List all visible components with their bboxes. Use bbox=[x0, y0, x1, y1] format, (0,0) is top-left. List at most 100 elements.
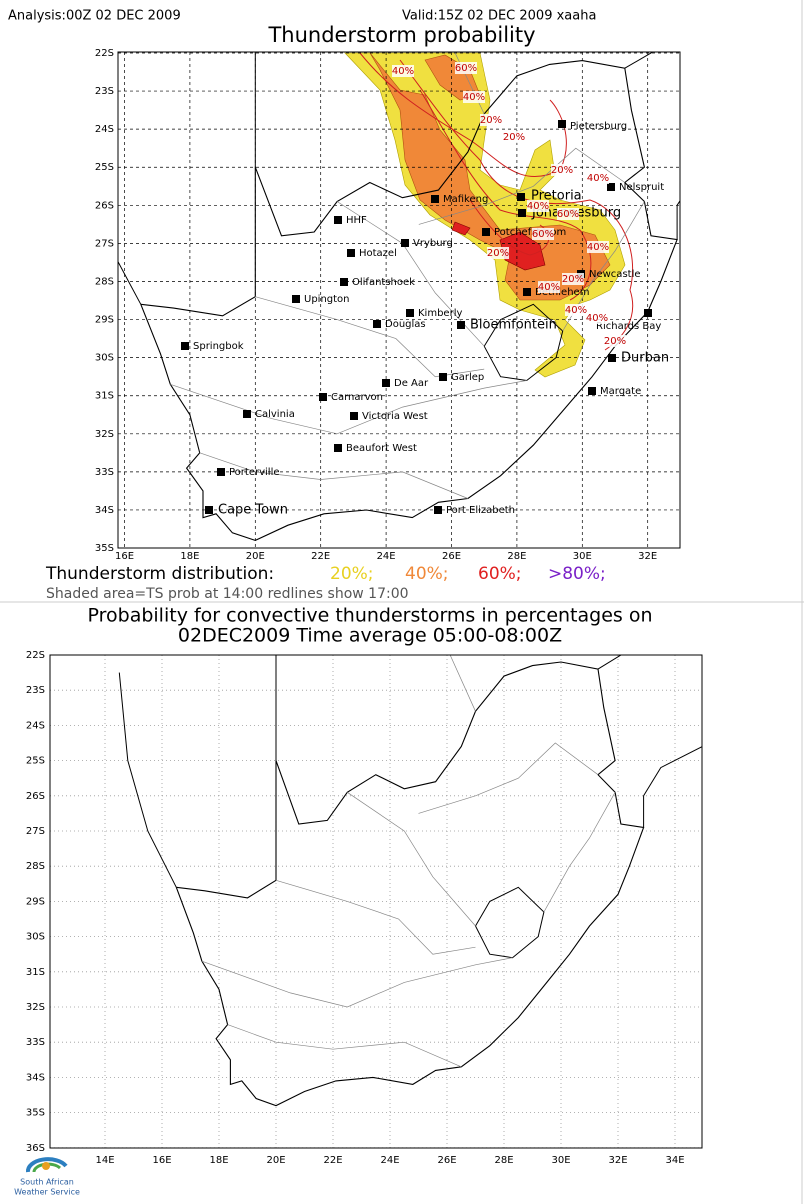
border bbox=[676, 199, 680, 240]
contour-label: 40% bbox=[587, 173, 609, 184]
lon-label: 32E bbox=[638, 551, 657, 562]
contour-label: 60% bbox=[532, 229, 554, 240]
lat-label: 27S bbox=[95, 238, 114, 249]
border bbox=[418, 742, 599, 814]
city-marker bbox=[588, 387, 596, 395]
bottom-map bbox=[50, 655, 702, 1148]
city-marker bbox=[347, 249, 355, 257]
contour-label-bg bbox=[463, 91, 485, 103]
border bbox=[199, 452, 469, 499]
contour-label-bg bbox=[565, 304, 587, 316]
city-label: Bethlehem bbox=[535, 287, 589, 298]
city-marker bbox=[181, 342, 189, 350]
border bbox=[275, 879, 476, 955]
city-label: Calvinia bbox=[255, 409, 295, 420]
lon-label: 18E bbox=[209, 1155, 228, 1166]
redline bbox=[359, 52, 567, 177]
lon-label: 28E bbox=[494, 1155, 513, 1166]
lat-label: 30S bbox=[95, 353, 114, 364]
contour-label: 40% bbox=[527, 201, 549, 212]
lat-label: 35S bbox=[26, 1108, 45, 1119]
city-marker bbox=[217, 468, 225, 476]
city-marker bbox=[350, 412, 358, 420]
lon-label: 24E bbox=[377, 551, 396, 562]
lat-label: 27S bbox=[26, 826, 45, 837]
lat-label: 26S bbox=[95, 200, 114, 211]
city-label: Beaufort West bbox=[346, 443, 417, 454]
city-label: Upington bbox=[304, 294, 350, 305]
contour-label: 40% bbox=[463, 92, 485, 103]
city-label: Port Elizabeth bbox=[446, 505, 515, 516]
contour-label-bg bbox=[503, 131, 525, 143]
lon-label: 28E bbox=[507, 551, 526, 562]
contour-label: 40% bbox=[565, 305, 587, 316]
city-marker bbox=[401, 239, 409, 247]
city-marker bbox=[431, 195, 439, 203]
city-marker bbox=[523, 288, 531, 296]
border bbox=[543, 792, 616, 913]
border bbox=[347, 792, 476, 927]
contour-label-bg bbox=[392, 65, 414, 77]
contour-label: 20% bbox=[551, 165, 573, 176]
contour-label: 60% bbox=[557, 209, 579, 220]
legend-items: 20%; 40%; 60%; >80%; bbox=[330, 564, 606, 584]
city-marker bbox=[243, 410, 251, 418]
shade-60 bbox=[499, 231, 546, 271]
lon-label: 32E bbox=[608, 1155, 627, 1166]
lat-label: 23S bbox=[26, 685, 45, 696]
lat-label: 31S bbox=[26, 967, 45, 978]
lon-label: 30E bbox=[551, 1155, 570, 1166]
map-frame bbox=[49, 654, 703, 1149]
lat-label: 28S bbox=[26, 861, 45, 872]
lat-label: 25S bbox=[95, 162, 114, 173]
city-marker bbox=[457, 321, 465, 329]
lat-label: 25S bbox=[26, 756, 45, 767]
lat-label: 36S bbox=[26, 1143, 45, 1154]
city-marker bbox=[334, 444, 342, 452]
contour-label: 60% bbox=[455, 63, 477, 74]
city-marker bbox=[373, 320, 381, 328]
border bbox=[336, 201, 485, 347]
city-label: Bloemfontein bbox=[470, 318, 557, 333]
analysis-time: Analysis:00Z 02 DEC 2009 bbox=[8, 9, 181, 24]
coastline bbox=[175, 661, 645, 1107]
map-frame bbox=[117, 51, 681, 549]
city-label: Richards Bay bbox=[596, 321, 661, 332]
lat-label: 29S bbox=[26, 896, 45, 907]
lon-label: 34E bbox=[665, 1155, 684, 1166]
lat-label: 24S bbox=[95, 124, 114, 135]
cities: PietersburgNelspruitPretoriaJohannesburg… bbox=[181, 120, 669, 518]
contour-label-bg bbox=[527, 200, 549, 212]
contour-label-bg bbox=[538, 281, 560, 293]
city-marker bbox=[517, 193, 525, 201]
city-marker bbox=[439, 373, 447, 381]
lat-label: 33S bbox=[95, 467, 114, 478]
title-line: 02DEC2009 Time average 05:00-08:00Z bbox=[178, 625, 562, 647]
city-label: Newcastle bbox=[589, 269, 641, 280]
contour-label-bg bbox=[455, 62, 477, 74]
lat-label: 30S bbox=[26, 932, 45, 943]
lat-label: 23S bbox=[95, 86, 114, 97]
valid-time: Valid:15Z 02 DEC 2009 xaaha bbox=[402, 9, 596, 24]
city-label: Nelspruit bbox=[619, 182, 664, 193]
lat-label: 33S bbox=[26, 1037, 45, 1048]
city-label: Cape Town bbox=[218, 503, 288, 518]
contour-label-bg bbox=[587, 172, 609, 184]
legend-item: 20%; bbox=[330, 564, 374, 584]
lon-label: 20E bbox=[266, 1155, 285, 1166]
border bbox=[418, 147, 626, 225]
logo-text: Weather Service bbox=[14, 1188, 80, 1197]
logo-text: South African bbox=[20, 1178, 74, 1187]
coastline bbox=[140, 60, 678, 541]
city-marker bbox=[608, 354, 616, 362]
contour-label-bg bbox=[487, 247, 509, 259]
lat-label: 29S bbox=[95, 315, 114, 326]
lat-label: 34S bbox=[26, 1072, 45, 1083]
contour-label: 40% bbox=[538, 282, 560, 293]
border bbox=[118, 260, 142, 305]
borders bbox=[118, 655, 702, 1107]
contour-labels: 40% 60%40%20%20%20%40%40%60%60%20%40%20%4… bbox=[392, 62, 626, 347]
redline bbox=[419, 89, 592, 301]
city-marker bbox=[382, 379, 390, 387]
